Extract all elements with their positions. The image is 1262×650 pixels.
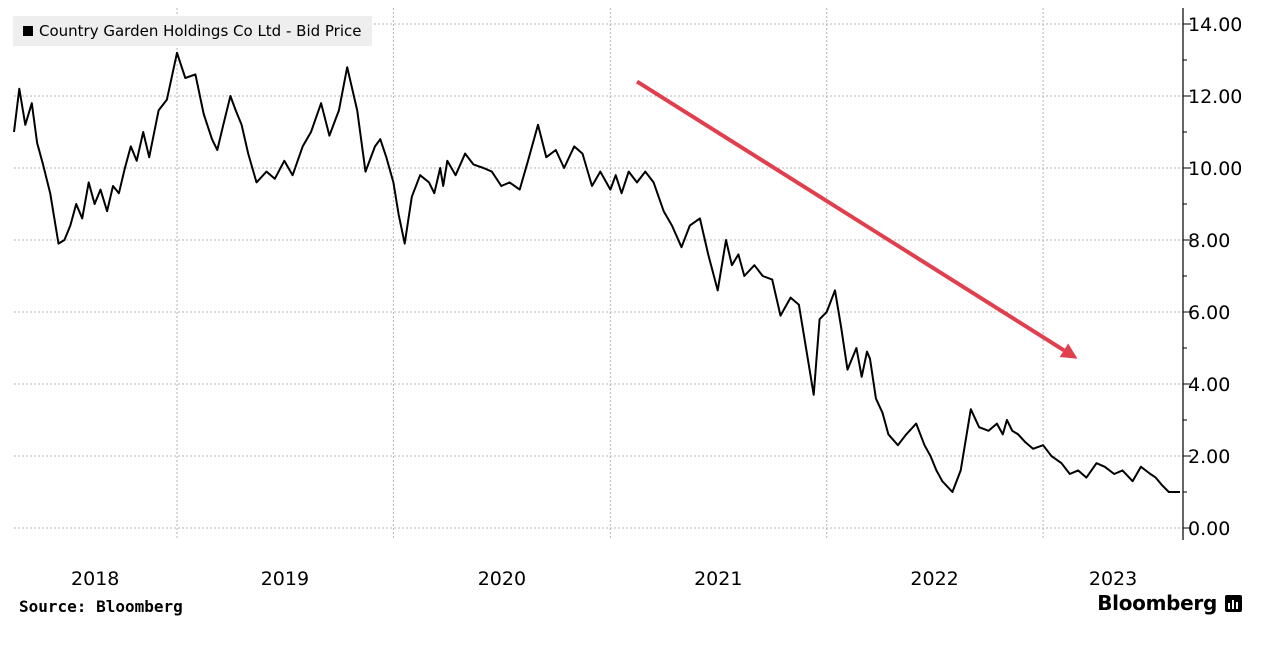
- x-tick-label: 2023: [1089, 568, 1137, 590]
- legend: Country Garden Holdings Co Ltd - Bid Pri…: [13, 16, 372, 46]
- trend-arrow-head: [1059, 343, 1078, 359]
- y-axis-ticks: 0.00 2.00 4.00 6.00 8.00 10.00 12.00 14.00: [1183, 14, 1242, 540]
- trend-arrow: [635, 79, 1078, 359]
- y-tick-label: 4.00: [1188, 374, 1230, 396]
- legend-swatch: [23, 26, 33, 36]
- x-tick-label: 2021: [694, 568, 742, 590]
- x-axis-ticks: 2018 2019 2020 2021 2022 2023: [71, 568, 1137, 590]
- x-tick-label: 2019: [261, 568, 309, 590]
- legend-label: Country Garden Holdings Co Ltd - Bid Pri…: [39, 22, 362, 40]
- source-note: Source: Bloomberg: [19, 597, 183, 616]
- grid-lines: [14, 23, 1183, 529]
- x-tick-label: 2020: [478, 568, 526, 590]
- vertical-grid-lines: [176, 8, 1044, 540]
- x-tick-label: 2022: [910, 568, 958, 590]
- y-tick-label: 14.00: [1188, 14, 1242, 36]
- trend-arrow-shaft: [635, 79, 1066, 352]
- brand-name: Bloomberg: [1097, 591, 1217, 615]
- y-tick-label: 10.00: [1188, 158, 1242, 180]
- x-tick-label: 2018: [71, 568, 119, 590]
- chart-logo-icon: [1225, 594, 1242, 612]
- price-line-series: [13, 51, 1180, 493]
- y-tick-label: 6.00: [1188, 302, 1230, 324]
- y-tick-label: 2.00: [1188, 446, 1230, 468]
- y-tick-label: 12.00: [1188, 86, 1242, 108]
- brand-logo: Bloomberg: [1097, 591, 1242, 615]
- y-tick-label: 8.00: [1188, 230, 1230, 252]
- y-tick-label: 0.00: [1188, 518, 1230, 540]
